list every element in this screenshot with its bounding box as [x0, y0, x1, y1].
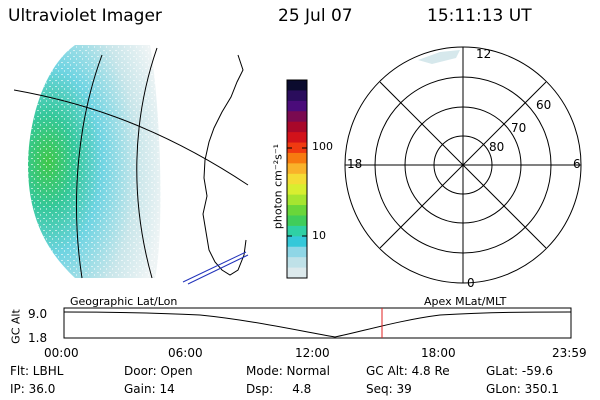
colorbar-segment: [287, 184, 307, 196]
status-seq: Seq: 39: [366, 382, 412, 396]
colorbar-segment: [287, 121, 307, 133]
colorbar-segment: [287, 257, 307, 269]
colorbar-segment: [287, 205, 307, 216]
lat-label-80: 80: [489, 140, 505, 154]
time-label: 15:11:13 UT: [427, 6, 532, 26]
colorbar-segment: [287, 100, 307, 112]
geo-lat-lon-title: Geographic Lat/Lon: [70, 295, 178, 308]
x-tick-12-00: 12:00: [295, 346, 330, 360]
status-glat: GLat: -59.6: [486, 364, 553, 378]
date-label: 25 Jul 07: [278, 6, 353, 26]
x-tick-06-00: 06:00: [168, 346, 203, 360]
terminator-line: [75, 54, 103, 279]
colorbar-segment: [287, 152, 307, 164]
colorbar-tick-100: 100: [312, 140, 333, 153]
x-tick-00-00: 00:00: [44, 346, 79, 360]
colorbar-segment: [287, 173, 307, 185]
colorbar-segment: [287, 163, 307, 175]
status-mode: Mode: Normal: [246, 364, 330, 378]
colorbar-segment: [287, 246, 307, 258]
mlt-label-12: 12: [476, 47, 492, 61]
colorbar-segment: [287, 142, 307, 154]
instrument-title: Ultraviolet Imager: [8, 6, 162, 26]
colorbar-segment: [287, 132, 307, 144]
lat-label-70: 70: [511, 121, 527, 135]
status-dsp: Dsp: 4.8: [246, 382, 312, 396]
x-tick-18-00: 18:00: [421, 346, 456, 360]
status-gain: Gain: 14: [124, 382, 175, 396]
colorbar-segment: [287, 80, 307, 91]
altitude-curve: [63, 311, 572, 338]
colorbar-segment: [287, 194, 307, 206]
lat-label-60: 60: [536, 98, 552, 112]
status-door: Door: Open: [124, 364, 193, 378]
status-flt: Flt: LBHL: [10, 364, 64, 378]
status-glon: GLon: 350.1: [486, 382, 559, 396]
status-gc-alt: GC Alt: 4.8 Re: [366, 364, 450, 378]
colorbar-segment: [287, 215, 307, 227]
colorbar-segment: [287, 267, 307, 279]
colorbar-segment: [287, 225, 307, 237]
colorbar-tick-10: 10: [312, 229, 326, 242]
colorbar-segment: [287, 236, 307, 248]
mlt-label-18: 18: [347, 157, 363, 171]
colorbar-segment: [287, 90, 307, 102]
alt-tick-1-8: 1.8: [28, 331, 48, 345]
alt-tick-9: 9.0: [28, 307, 48, 321]
colorbar-segment: [287, 111, 307, 123]
x-tick-23-59: 23:59: [552, 346, 587, 360]
mlt-label-6: 6: [573, 157, 581, 171]
coastline: [202, 54, 247, 276]
mlt-label-0: 0: [467, 276, 475, 290]
apex-mlat-mlt-title: Apex MLat/MLT: [424, 295, 507, 308]
status-ip: IP: 36.0: [10, 382, 56, 396]
